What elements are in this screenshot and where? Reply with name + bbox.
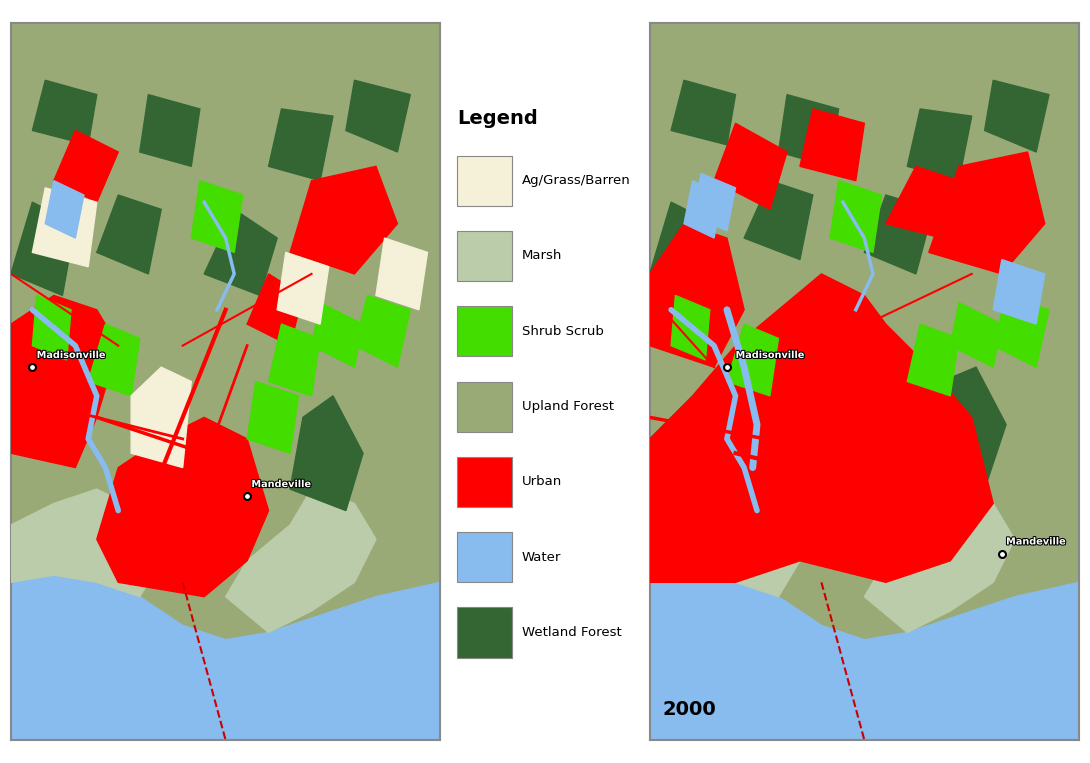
Text: Madisonville: Madisonville [736,350,806,360]
FancyBboxPatch shape [457,532,512,582]
Polygon shape [268,324,320,396]
Polygon shape [161,439,247,539]
FancyBboxPatch shape [457,382,512,432]
Polygon shape [191,181,243,253]
Polygon shape [354,295,410,367]
Polygon shape [993,259,1044,324]
Text: Mandeville: Mandeville [252,479,312,489]
Polygon shape [864,489,1015,633]
Polygon shape [727,324,778,396]
Polygon shape [268,109,334,181]
Polygon shape [864,195,933,274]
Polygon shape [907,109,971,181]
Polygon shape [53,130,119,202]
Polygon shape [650,202,714,295]
Polygon shape [671,80,736,145]
Polygon shape [671,295,710,360]
Polygon shape [131,367,191,468]
Text: Upland Forest: Upland Forest [522,400,614,413]
FancyBboxPatch shape [457,156,512,206]
Polygon shape [140,95,199,166]
Polygon shape [650,489,800,597]
Polygon shape [993,295,1049,367]
Polygon shape [650,224,744,367]
FancyBboxPatch shape [457,607,512,658]
Polygon shape [97,417,268,597]
Text: Madisonville: Madisonville [37,350,106,360]
Polygon shape [929,367,1006,489]
Polygon shape [290,396,363,510]
Text: Marsh: Marsh [522,250,562,262]
Text: Mandeville: Mandeville [1006,536,1066,546]
Text: Urban: Urban [522,475,561,488]
Polygon shape [744,181,813,259]
Polygon shape [692,173,736,231]
Polygon shape [290,166,398,274]
Polygon shape [88,324,140,396]
FancyBboxPatch shape [457,306,512,356]
Polygon shape [247,382,299,453]
Text: Legend: Legend [457,109,537,128]
Polygon shape [346,80,410,152]
Polygon shape [33,188,97,267]
Polygon shape [650,575,1079,740]
Polygon shape [984,80,1049,152]
Polygon shape [11,575,440,740]
Polygon shape [829,181,882,253]
Polygon shape [11,295,119,468]
Polygon shape [907,324,959,396]
Polygon shape [376,238,427,310]
Text: 2000: 2000 [663,700,716,719]
Polygon shape [650,274,993,582]
Polygon shape [813,382,899,504]
Polygon shape [277,253,329,324]
Polygon shape [778,95,838,166]
Text: Wetland Forest: Wetland Forest [522,626,621,639]
Text: Ag/Grass/Barren: Ag/Grass/Barren [522,174,630,187]
Polygon shape [46,181,84,238]
Polygon shape [800,109,864,181]
Polygon shape [886,166,959,238]
Polygon shape [714,124,787,209]
Polygon shape [226,489,376,633]
Text: Water: Water [522,551,561,564]
Polygon shape [204,209,277,295]
Polygon shape [312,303,363,367]
Polygon shape [950,303,1002,367]
Polygon shape [685,181,723,238]
Polygon shape [929,152,1044,274]
Polygon shape [33,80,97,145]
Polygon shape [33,295,71,360]
Polygon shape [247,274,303,346]
FancyBboxPatch shape [457,457,512,507]
Polygon shape [11,202,75,295]
FancyBboxPatch shape [457,231,512,281]
Polygon shape [97,195,161,274]
Polygon shape [11,489,161,597]
Text: Shrub Scrub: Shrub Scrub [522,325,604,338]
